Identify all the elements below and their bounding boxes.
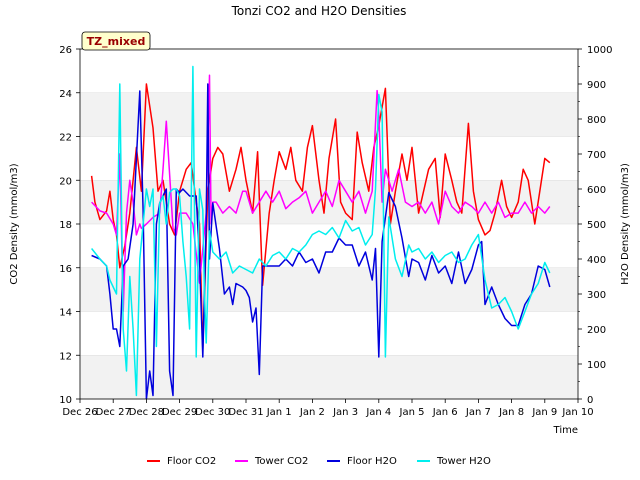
left-axis: 10 12 14 16 18 20 22 24 26 xyxy=(59,45,80,406)
left-axis-label: CO2 Density (mmol/m3) xyxy=(9,163,20,284)
right-axis-label: H2O Density (mmol/m3) xyxy=(620,163,631,285)
right-tick-label: 300 xyxy=(587,290,606,301)
right-tick-label: 700 xyxy=(587,150,606,161)
left-tick-label: 12 xyxy=(59,351,72,362)
right-tick-label: 900 xyxy=(587,80,606,91)
series-line-floor-h2o xyxy=(91,83,551,399)
x-tick-label: Jan 4 xyxy=(365,407,391,418)
legend-item-floor-co2: Floor CO2 xyxy=(147,456,216,467)
x-tick-label: Jan 10 xyxy=(561,407,593,418)
grid-band xyxy=(80,267,578,312)
left-tick-label: 14 xyxy=(59,308,72,319)
x-tick-label: Dec 28 xyxy=(129,407,164,418)
x-tick-label: Dec 29 xyxy=(162,407,197,418)
x-tick-label: Jan 9 xyxy=(531,407,557,418)
left-tick-label: 24 xyxy=(59,89,72,100)
x-tick-label: Jan 3 xyxy=(332,407,358,418)
legend-item-floor-h2o: Floor H2O xyxy=(327,456,397,467)
site-badge-label: TZ_mixed xyxy=(87,35,146,48)
series-line-tower-co2 xyxy=(91,74,551,313)
right-tick-label: 1000 xyxy=(587,45,612,56)
right-tick-label: 200 xyxy=(587,325,606,336)
x-tick-label: Jan 6 xyxy=(432,407,458,418)
right-tick-label: 100 xyxy=(587,360,606,371)
right-tick-label: 600 xyxy=(587,185,606,196)
grid-band xyxy=(80,92,578,137)
right-tick-label: 500 xyxy=(587,220,606,231)
left-tick-label: 10 xyxy=(59,395,72,406)
left-tick-label: 22 xyxy=(59,133,72,144)
legend-label: Tower H2O xyxy=(436,456,491,467)
legend: Floor CO2 Tower CO2 Floor H2O Tower H2O xyxy=(147,456,491,467)
x-axis-label: Time xyxy=(553,425,578,436)
grid-band xyxy=(80,49,578,93)
right-axis: 0 100 200 300 400 500 600 700 800 900 1000 xyxy=(578,45,612,406)
plot-background-bands xyxy=(80,48,578,400)
x-tick-label: Jan 5 xyxy=(399,407,425,418)
legend-item-tower-h2o: Tower H2O xyxy=(417,456,491,467)
legend-item-tower-co2: Tower CO2 xyxy=(235,456,308,467)
right-tick-label: 0 xyxy=(587,395,593,406)
grid-band xyxy=(80,355,578,399)
right-tick-label: 800 xyxy=(587,115,606,126)
series-line-floor-co2 xyxy=(90,83,551,350)
x-tick-label: Dec 31 xyxy=(228,407,263,418)
site-badge: TZ_mixed xyxy=(81,31,151,51)
x-tick-label: Jan 2 xyxy=(299,407,325,418)
x-tick-label: Dec 30 xyxy=(195,407,230,418)
right-tick-label: 400 xyxy=(587,255,606,266)
grid-band xyxy=(80,311,578,356)
x-tick-label: Jan 8 xyxy=(498,407,524,418)
left-tick-label: 26 xyxy=(59,45,72,56)
x-tick-label: Dec 27 xyxy=(96,407,131,418)
legend-label: Floor CO2 xyxy=(167,456,216,467)
left-tick-label: 20 xyxy=(59,176,72,187)
x-tick-label: Jan 7 xyxy=(465,407,491,418)
chart-title: Tonzi CO2 and H2O Densities xyxy=(231,4,407,18)
plot-series xyxy=(90,65,551,399)
series-line-tower-h2o xyxy=(91,65,551,397)
left-tick-label: 16 xyxy=(59,264,72,275)
legend-label: Floor H2O xyxy=(347,456,397,467)
legend-label: Tower CO2 xyxy=(254,456,308,467)
x-tick-label: Dec 26 xyxy=(62,407,97,418)
left-tick-label: 18 xyxy=(59,220,72,231)
x-tick-label: Jan 1 xyxy=(266,407,292,418)
